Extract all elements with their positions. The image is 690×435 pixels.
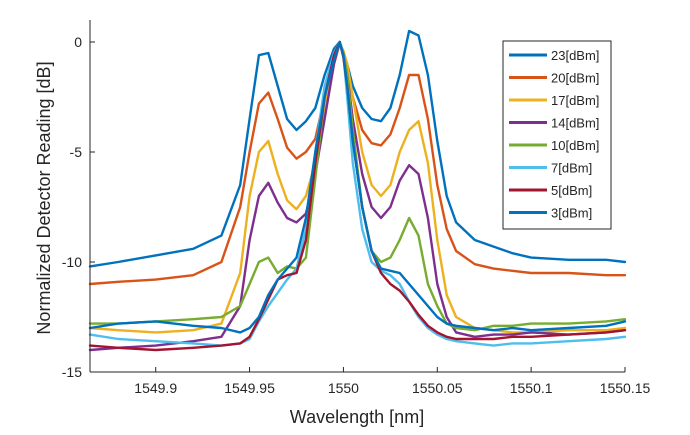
axes-layer xyxy=(89,20,625,373)
legend-label-5: 7[dBm] xyxy=(551,161,592,176)
legend-label-4: 10[dBm] xyxy=(551,138,599,153)
x-tick-label-2: 1550 xyxy=(328,380,359,396)
legend-label-2: 17[dBm] xyxy=(551,93,599,108)
y-tick-label-3: -15 xyxy=(62,364,82,380)
ticks-layer: 1549.9 1549.95 1550 1550.05 1550.1 1550.15 0 -5… xyxy=(62,34,651,396)
y-tick-label-1: -5 xyxy=(70,144,83,160)
legend-label-3: 14[dBm] xyxy=(551,116,599,131)
series-line-2 xyxy=(88,43,627,334)
legend-label-6: 5[dBm] xyxy=(551,183,592,198)
legend-box xyxy=(502,40,612,230)
legend-label-1: 20[dBm] xyxy=(551,71,599,86)
legend-label-0: 23[dBm] xyxy=(551,48,599,63)
x-tick-label-1: 1549.95 xyxy=(224,380,275,396)
legend-label-7: 3[dBm] xyxy=(551,206,592,221)
x-tick-label-0: 1549.9 xyxy=(134,380,177,396)
x-axis-label: Wavelength [nm] xyxy=(290,407,424,427)
x-tick-label-5: 1550.15 xyxy=(600,380,651,396)
y-tick-label-2: -10 xyxy=(62,254,82,270)
y-tick-label-0: 0 xyxy=(74,34,82,50)
x-tick-label-3: 1550.05 xyxy=(412,380,463,396)
legend: 23[dBm] 20[dBm] 17[dBm] 14[dBm] 10[dBm] 7[dBm… xyxy=(502,40,612,230)
series-line-7 xyxy=(88,40,627,334)
x-tick-label-4: 1550.1 xyxy=(510,380,553,396)
series-layer xyxy=(88,29,627,352)
y-axis-label: Normalized Detector Reading [dB] xyxy=(34,61,54,334)
